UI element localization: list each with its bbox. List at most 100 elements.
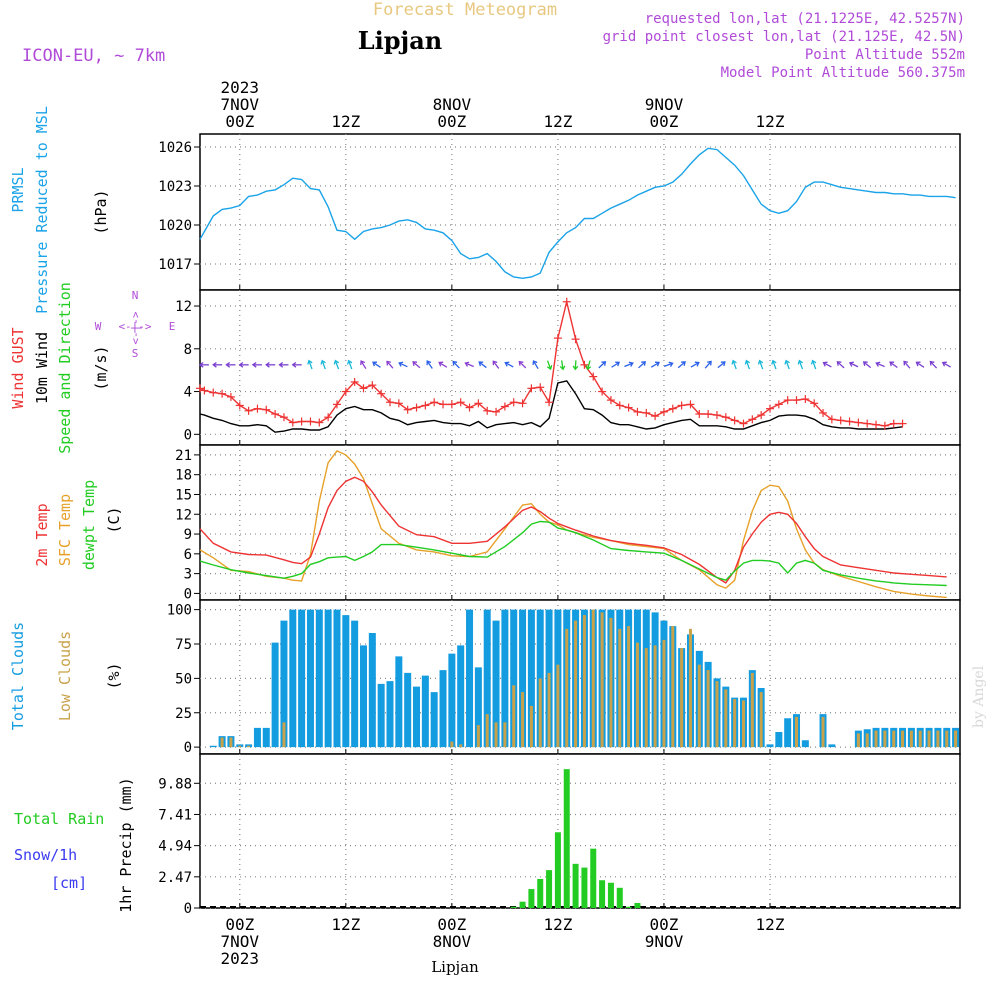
total-cloud-bar xyxy=(306,609,314,748)
total-cloud-bar xyxy=(413,686,421,748)
wind-direction-arrow xyxy=(903,360,911,369)
wind-gust-marker xyxy=(315,418,324,427)
wind-gust-marker xyxy=(695,410,704,418)
wind-gust-marker xyxy=(350,377,359,386)
total-cloud-bar xyxy=(775,732,783,748)
y-tick-label: 0 xyxy=(184,901,192,917)
point-altitude: Point Altitude 552m xyxy=(805,47,965,63)
low-cloud-bar xyxy=(901,730,905,748)
wind-gust-marker xyxy=(898,419,907,428)
wind-direction-arrow xyxy=(611,361,621,368)
time-label-bottom: 00Z xyxy=(650,915,679,934)
wind-direction-arrow xyxy=(438,361,448,368)
y-tick-label: 21 xyxy=(175,448,192,464)
wind-gust-marker xyxy=(606,396,615,405)
wind-direction-arrow xyxy=(559,360,566,371)
panel-frame xyxy=(199,133,961,291)
precip-bar xyxy=(581,867,588,908)
wind-gust-marker xyxy=(368,381,377,390)
low-cloud-bar xyxy=(494,722,498,748)
wind-direction-arrow xyxy=(464,361,474,368)
low-cloud-bar xyxy=(476,725,480,748)
dew-label: dewpt Temp xyxy=(80,480,98,570)
low-cloud-bar xyxy=(503,722,507,748)
precip-bar xyxy=(554,832,561,908)
compass-arrow-h: <-|-> xyxy=(118,320,151,333)
wind-gust-marker xyxy=(810,399,819,408)
wind-gust-marker xyxy=(730,416,739,425)
time-label-top: 8NOV xyxy=(433,95,472,114)
wind-gust-marker xyxy=(483,406,492,415)
wind-direction-arrow xyxy=(333,359,340,370)
wind-direction-arrow xyxy=(744,359,751,370)
wind-direction-arrow xyxy=(598,361,607,369)
wind-direction-arrow xyxy=(784,359,790,370)
total-cloud-bar xyxy=(333,609,341,748)
y-tick-label: 4.94 xyxy=(158,839,192,855)
wind-gust-marker xyxy=(500,402,509,411)
panel-pressure: 1017 1020 1023 1026 xyxy=(158,133,961,291)
wind-direction-arrow xyxy=(771,359,777,370)
wind-gust-marker xyxy=(872,420,881,429)
wind-direction-arrow xyxy=(862,361,872,369)
low-cloud-bar xyxy=(680,648,684,748)
total-cloud-bar xyxy=(404,672,412,748)
wind-direction-arrow xyxy=(225,361,236,368)
wind-direction-arrow xyxy=(875,361,885,368)
wind-gust-marker xyxy=(880,421,889,430)
time-label-top: 00Z xyxy=(650,112,679,131)
low-cloud-bar xyxy=(591,609,595,748)
wind-direction-arrow xyxy=(848,361,859,368)
total-cloud-bar xyxy=(519,609,527,748)
total-cloud-label: Total Clouds xyxy=(9,622,27,730)
total-cloud-bar xyxy=(298,609,306,748)
precip-bar xyxy=(528,889,535,908)
wind-gust-marker xyxy=(394,399,403,408)
watermark: by Angel xyxy=(971,665,987,728)
wind-gust-marker xyxy=(536,383,545,392)
precip-unit: 1hr Precip (mm) xyxy=(117,777,135,912)
low-cloud-bar xyxy=(706,670,710,748)
precip-bar xyxy=(572,863,579,908)
low-cloud-label: Low Clouds xyxy=(56,631,74,721)
total-cloud-bar xyxy=(439,670,447,748)
wind-direction-arrow xyxy=(346,359,353,370)
wind-gust-marker xyxy=(615,401,624,410)
wind-gust-marker xyxy=(642,408,651,417)
low-cloud-bar xyxy=(874,730,878,748)
y-tick-label: 1026 xyxy=(158,140,192,156)
wind-gust-marker xyxy=(518,399,527,408)
low-cloud-bar xyxy=(909,730,913,748)
time-label-bottom: 00Z xyxy=(225,915,254,934)
low-cloud-bar xyxy=(936,730,940,748)
low-cloud-bar xyxy=(450,741,454,748)
total-cloud-bar xyxy=(766,744,774,748)
wind-gust-marker xyxy=(774,400,783,409)
wind-direction-arrow xyxy=(889,361,898,368)
wind-direction-arrow xyxy=(426,360,433,369)
low-cloud-bar xyxy=(821,716,825,748)
total-cloud-bar xyxy=(386,681,394,748)
low-cloud-bar xyxy=(282,722,286,748)
time-label-bottom: 12Z xyxy=(756,915,785,934)
wind-gust-marker xyxy=(562,297,571,306)
pressure-desc: Pressure Reduced to MSL xyxy=(33,106,51,314)
total-cloud-bar xyxy=(828,744,836,748)
total-cloud-bar xyxy=(209,745,217,748)
wind-gust-marker xyxy=(474,399,483,408)
wind-direction-arrow xyxy=(360,360,367,369)
snow-label: Snow/1h xyxy=(14,846,77,864)
cloud-unit: (%) xyxy=(105,662,123,689)
total-cloud-bar xyxy=(368,633,376,748)
wind-direction-arrow xyxy=(265,361,276,368)
wind-gust-marker xyxy=(439,400,448,409)
low-cloud-bar xyxy=(892,730,896,748)
wind-gust-marker xyxy=(748,415,757,424)
wind-gust-marker xyxy=(386,398,394,407)
wind-gust-marker xyxy=(545,398,554,407)
wind-gust-marker xyxy=(421,401,430,410)
wind-direction-arrow xyxy=(717,361,726,369)
compass-n: N xyxy=(132,289,139,302)
time-label-bottom: 2023 xyxy=(221,949,260,968)
wind-direction-arrow xyxy=(251,361,262,368)
